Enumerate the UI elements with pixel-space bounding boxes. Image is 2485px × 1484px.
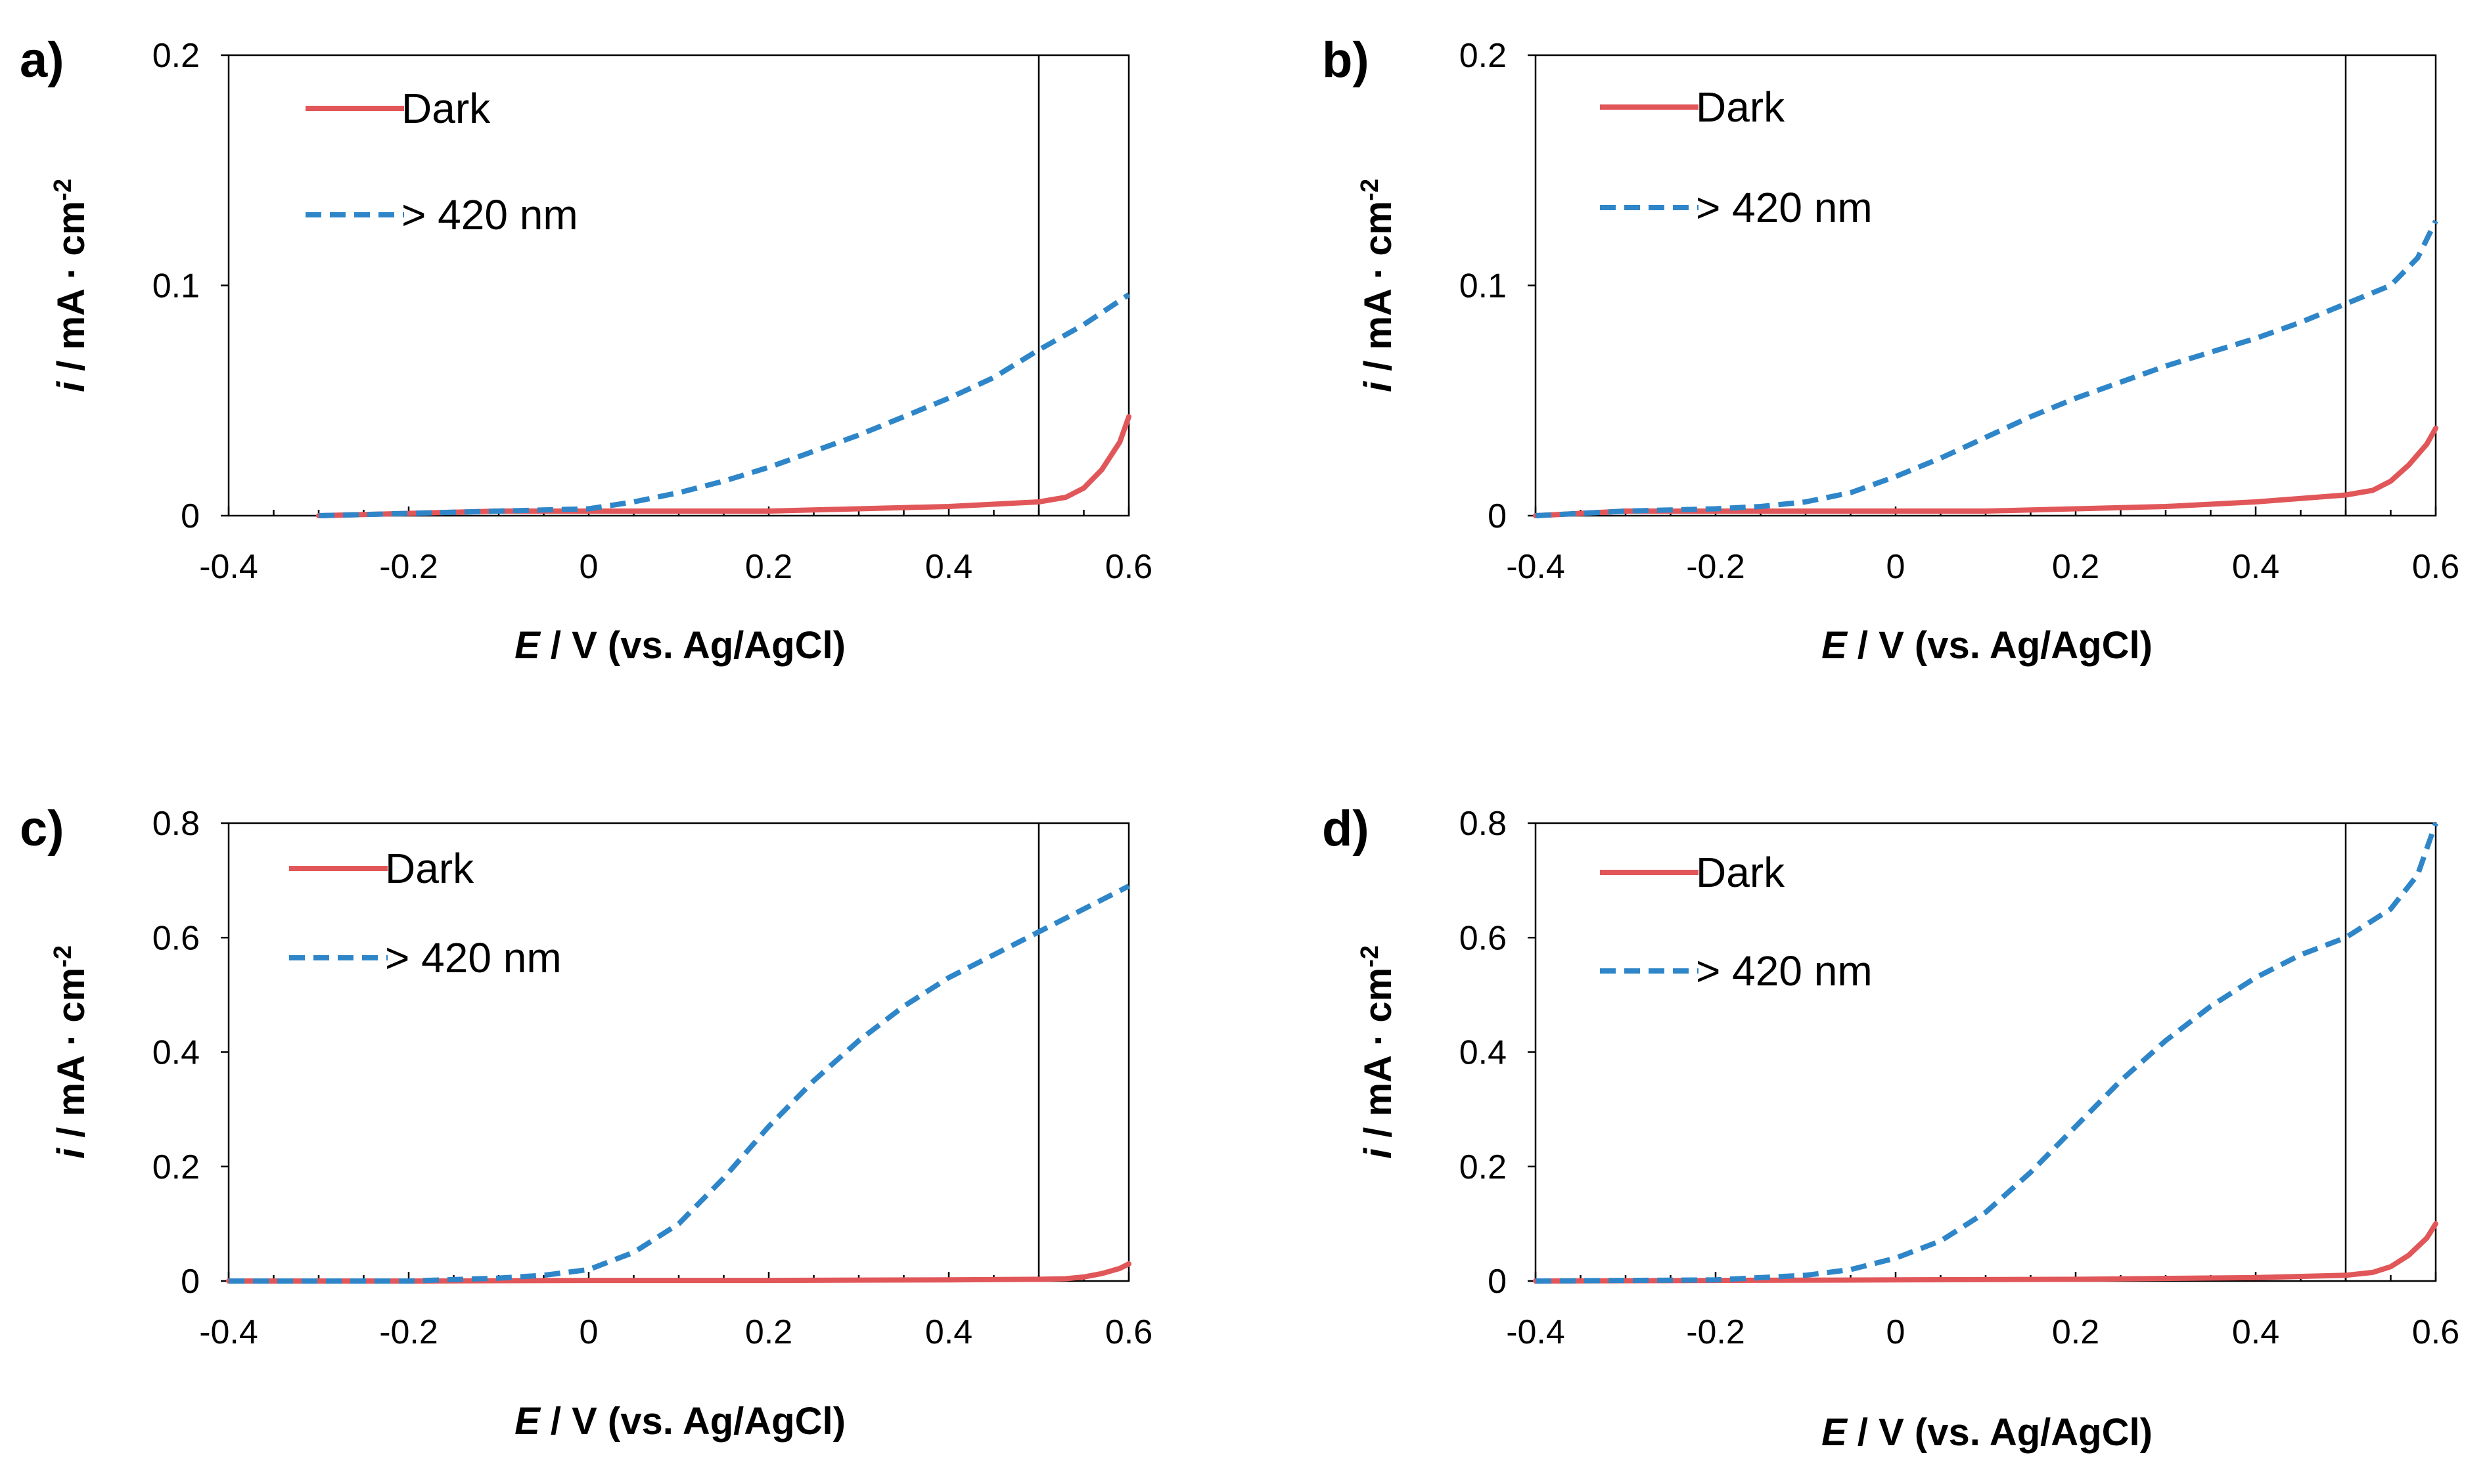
y-tick-label: 0.6 <box>152 919 200 957</box>
y-axis-title-exponent: -2 <box>49 179 77 201</box>
y-axis-title-symbol: i <box>50 1147 93 1159</box>
legend-label: > 420 nm <box>385 934 562 981</box>
y-axis-title: i / mA · cm-2 <box>1356 945 1400 1159</box>
x-tick-label: -0.2 <box>379 548 438 586</box>
y-tick-label: 0.4 <box>152 1034 200 1072</box>
x-axis-title-symbol: E <box>514 1400 541 1443</box>
legend-label: > 420 nm <box>401 191 578 238</box>
series-line-420nm <box>229 884 1130 1284</box>
y-axis-title-exponent: -2 <box>1356 945 1384 968</box>
x-tick-label: 0.4 <box>925 1313 972 1351</box>
y-axis-title-symbol: i <box>1357 1147 1400 1159</box>
x-tick-label: 0.6 <box>1105 1313 1152 1351</box>
y-tick-label: 0.6 <box>1459 919 1507 957</box>
y-tick-label: 0.2 <box>1459 37 1507 75</box>
x-axis-title: E / V (vs. Ag/AgCl) <box>1821 624 2153 667</box>
y-axis-title-text: / mA · cm <box>50 968 93 1148</box>
y-axis-title-symbol: i <box>50 380 93 392</box>
x-tick-label: -0.2 <box>1686 548 1745 586</box>
y-axis-title-exponent: -2 <box>1356 179 1384 201</box>
x-tick-label: -0.2 <box>1686 1313 1745 1351</box>
x-tick-label: 0.2 <box>2052 548 2099 586</box>
chart-panel-c: -0.4 -0.2 0 0.2 0.4 0.6 0 0.2 0.4 0.6 0.8 Dark > 420… <box>20 801 1152 1443</box>
x-tick-label: 0.6 <box>2412 548 2459 586</box>
series-line-dark <box>226 1261 1131 1284</box>
y-tick-label: 0 <box>181 1263 200 1301</box>
x-tick-label: 0.4 <box>2232 548 2279 586</box>
y-axis-title-symbol: i <box>1357 380 1400 392</box>
y-axis-title-exponent: -2 <box>49 945 77 968</box>
y-tick-label: 0.1 <box>152 267 200 305</box>
x-tick-label: 0 <box>580 548 599 586</box>
y-tick-label: 0.8 <box>152 805 200 843</box>
y-axis-title-text: / mA · cm <box>1357 201 1400 382</box>
x-axis-title: E / V (vs. Ag/AgCl) <box>514 624 846 667</box>
legend-label: > 420 nm <box>1696 184 1873 231</box>
x-axis-title-text: / V (vs. Ag/AgCl) <box>1847 1411 2153 1454</box>
x-tick-label: 0.2 <box>745 1313 792 1351</box>
panel-label: b) <box>1322 32 1369 88</box>
x-axis-title-text: / V (vs. Ag/AgCl) <box>1847 624 2153 667</box>
x-tick-label: -0.4 <box>199 1313 258 1351</box>
x-tick-label: 0 <box>580 1313 599 1351</box>
chart-panel-a: -0.4 -0.2 0 0.2 0.4 0.6 0 0.1 0.2 Dark > 420 nm a) E… <box>20 32 1152 667</box>
legend-label: Dark <box>1696 849 1785 896</box>
y-tick-label: 0.4 <box>1459 1034 1507 1072</box>
panel-label: d) <box>1322 801 1369 857</box>
series-line-420nm <box>1535 822 2438 1284</box>
y-tick-label: 0 <box>181 497 200 535</box>
series-line-420nm <box>1535 219 2438 518</box>
x-axis-title-symbol: E <box>514 624 541 667</box>
y-tick-label: 0.2 <box>152 1148 200 1186</box>
x-axis-title: E / V (vs. Ag/AgCl) <box>1821 1411 2153 1454</box>
x-tick-label: 0.6 <box>1105 548 1152 586</box>
x-tick-label: 0.2 <box>745 548 792 586</box>
x-tick-label: 0.4 <box>925 548 972 586</box>
series-line-dark <box>1533 1221 2438 1284</box>
chart-panel-d: -0.4 -0.2 0 0.2 0.4 0.6 0 0.2 0.4 0.6 0.8 Dark > 420… <box>1322 801 2459 1454</box>
x-tick-label: -0.4 <box>1506 548 1565 586</box>
x-tick-label: 0.4 <box>2232 1313 2279 1351</box>
y-axis-title-text: / mA · cm <box>1357 968 1400 1148</box>
series-line-dark <box>1533 425 2438 518</box>
y-axis-title: i / mA · cm-2 <box>49 945 93 1159</box>
x-tick-label: 0.2 <box>2052 1313 2099 1351</box>
y-tick-label: 0 <box>1488 497 1507 535</box>
x-axis-title-text: / V (vs. Ag/AgCl) <box>540 1400 846 1443</box>
x-axis-title-symbol: E <box>1821 1411 1848 1454</box>
y-tick-label: 0.2 <box>152 37 200 75</box>
chart-panel-b: -0.4 -0.2 0 0.2 0.4 0.6 0 0.1 0.2 Dark > 420 nm b) E… <box>1322 32 2459 667</box>
series-line-420nm <box>318 292 1131 518</box>
panel-label: c) <box>20 801 64 857</box>
x-tick-label: 0.6 <box>2412 1313 2459 1351</box>
legend-label: Dark <box>1696 83 1785 131</box>
legend-label: Dark <box>385 845 474 892</box>
legend-label: > 420 nm <box>1696 947 1873 995</box>
y-tick-label: 0.1 <box>1459 267 1507 305</box>
y-axis-title: i / mA · cm-2 <box>1356 179 1400 392</box>
x-tick-label: -0.2 <box>379 1313 438 1351</box>
x-axis-title-text: / V (vs. Ag/AgCl) <box>540 624 846 667</box>
x-tick-label: -0.4 <box>1506 1313 1565 1351</box>
x-tick-label: 0 <box>1886 1313 1905 1351</box>
panel-label: a) <box>20 32 64 88</box>
y-axis-title-text: / mA · cm <box>50 201 93 382</box>
y-tick-label: 0.2 <box>1459 1148 1507 1186</box>
x-axis-title-symbol: E <box>1821 624 1848 667</box>
y-axis-title: i / mA · cm-2 <box>49 179 93 392</box>
y-tick-label: 0.8 <box>1459 805 1507 843</box>
legend-label: Dark <box>401 85 491 132</box>
y-tick-label: 0 <box>1488 1263 1507 1301</box>
x-axis-title: E / V (vs. Ag/AgCl) <box>514 1400 846 1443</box>
x-tick-label: -0.4 <box>199 548 258 586</box>
x-tick-label: 0 <box>1886 548 1905 586</box>
